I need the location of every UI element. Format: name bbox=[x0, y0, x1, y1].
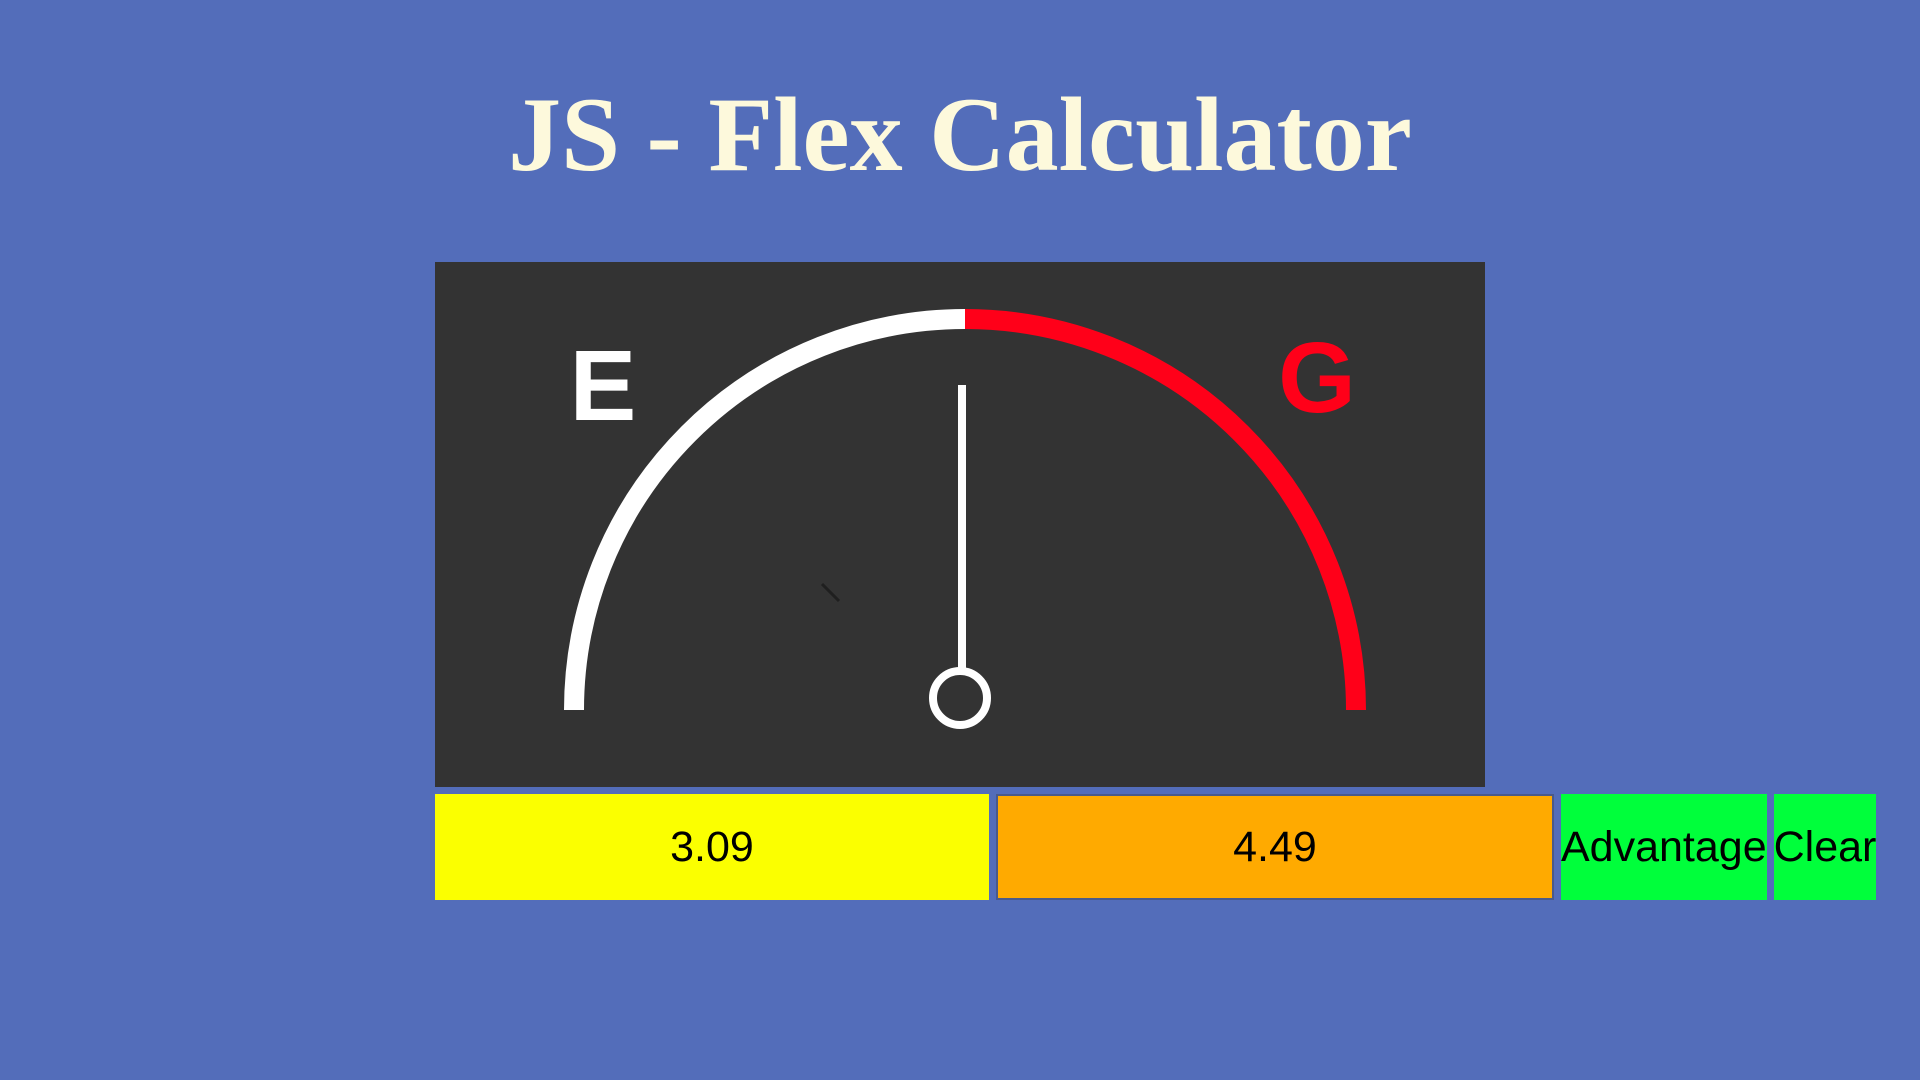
gauge-tick-mark bbox=[820, 582, 841, 603]
right-value-input[interactable] bbox=[996, 794, 1554, 900]
calculator-controls: Advantage Clear bbox=[435, 794, 1877, 900]
gauge-label-empty: E bbox=[570, 330, 637, 442]
gauge-graphic: E G bbox=[564, 309, 1366, 729]
advantage-button[interactable]: Advantage bbox=[1561, 794, 1767, 900]
gauge-arc-left bbox=[564, 309, 966, 711]
page-title: JS - Flex Calculator bbox=[508, 76, 1412, 193]
flex-gauge: E G bbox=[435, 262, 1485, 787]
left-value-input[interactable] bbox=[435, 794, 989, 900]
gauge-arc-right bbox=[964, 309, 1366, 711]
gauge-label-good: G bbox=[1278, 322, 1356, 434]
clear-button[interactable]: Clear bbox=[1773, 794, 1877, 900]
gauge-needle-pivot bbox=[929, 667, 991, 729]
